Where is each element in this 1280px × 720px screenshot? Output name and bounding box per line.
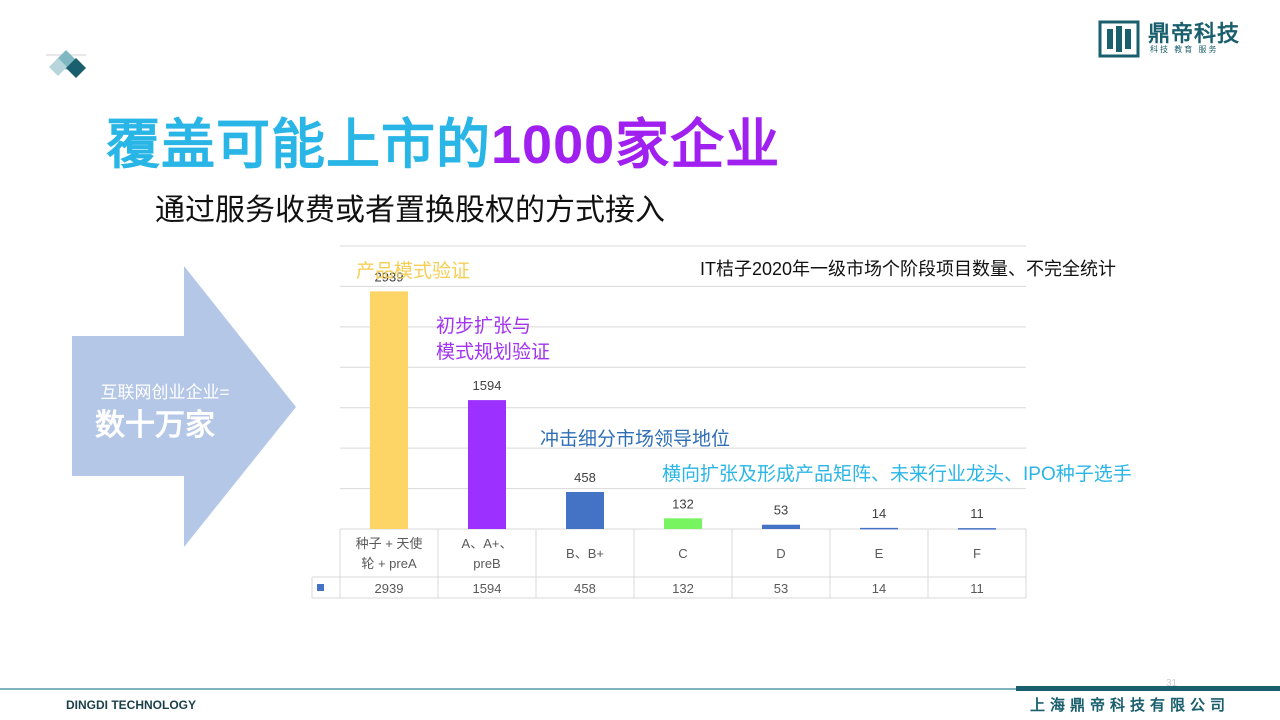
category-label: A、A+、 bbox=[462, 536, 513, 551]
data-label: 2939 bbox=[375, 269, 404, 284]
category-label: B、B+ bbox=[566, 546, 604, 561]
table-value: 14 bbox=[872, 581, 886, 596]
bar bbox=[762, 524, 800, 529]
category-label: preB bbox=[473, 556, 500, 571]
page-subtitle: 通过服务收费或者置换股权的方式接入 bbox=[155, 194, 665, 227]
footer-company: 上海鼎帝科技有限公司 bbox=[1030, 697, 1231, 714]
data-label: 14 bbox=[872, 506, 886, 521]
arrow-shape bbox=[72, 266, 296, 547]
logo-mark-icon bbox=[1098, 20, 1140, 58]
bar bbox=[370, 291, 408, 529]
category-label: F bbox=[973, 546, 981, 561]
bar bbox=[468, 400, 506, 529]
annotation-b-stage: 冲击细分市场领导地位 bbox=[540, 429, 731, 450]
bar bbox=[566, 491, 604, 529]
logo-tagline: 科技 教育 服务 bbox=[1150, 45, 1219, 54]
bar bbox=[860, 527, 898, 530]
data-label: 132 bbox=[672, 496, 694, 511]
annotation-late-stage: 横向扩张及形成产品矩阵、未来行业龙头、IPO种子选手 bbox=[662, 464, 1132, 485]
table-value: 458 bbox=[574, 581, 596, 596]
chart-source-note: IT桔子2020年一级市场个阶段项目数量、不完全统计 bbox=[700, 259, 1117, 279]
data-label: 53 bbox=[774, 503, 788, 518]
arrow-text-line1: 互联网创业企业= bbox=[100, 383, 230, 402]
data-label: 11 bbox=[970, 506, 984, 521]
page-title-part1: 覆盖可能上市的 bbox=[106, 115, 491, 175]
data-label: 458 bbox=[574, 470, 596, 485]
logo-name: 鼎帝科技 bbox=[1148, 21, 1241, 46]
category-label: 轮 + preA bbox=[361, 556, 417, 571]
category-label: D bbox=[776, 546, 785, 561]
table-value: 1594 bbox=[473, 581, 502, 596]
table-value: 11 bbox=[970, 581, 984, 596]
data-label: 1594 bbox=[473, 378, 502, 393]
legend-key bbox=[317, 584, 324, 591]
annotation-seed-stage: 产品模式验证 bbox=[356, 261, 471, 282]
table-value: 2939 bbox=[375, 581, 404, 596]
annotation-a-line1: 初步扩张与 bbox=[436, 316, 532, 337]
annotation-a-line2: 模式规划验证 bbox=[436, 342, 551, 363]
footer-accent-bar bbox=[1016, 686, 1280, 691]
page-title-part2: 1000家企业 bbox=[491, 115, 781, 175]
arrow-text-line2: 数十万家 bbox=[95, 409, 215, 442]
decorative-diamonds bbox=[46, 50, 86, 78]
company-logo: 鼎帝科技 科技 教育 服务 bbox=[1098, 16, 1248, 62]
bar bbox=[958, 528, 996, 530]
table-value: 132 bbox=[672, 581, 694, 596]
table-value: 53 bbox=[774, 581, 788, 596]
footer-brand: DINGDI TECHNOLOGY bbox=[66, 698, 197, 712]
footer-divider bbox=[0, 688, 1180, 690]
page-title: 覆盖可能上市的1000家企业 bbox=[106, 100, 780, 179]
annotation-a-stage: 初步扩张与 模式规划验证 bbox=[436, 314, 550, 366]
category-label: E bbox=[875, 546, 884, 561]
bar bbox=[664, 518, 702, 529]
page-number: 31 bbox=[1166, 678, 1178, 689]
category-label: 种子 + 天使 bbox=[356, 536, 423, 551]
category-label: C bbox=[678, 546, 687, 561]
